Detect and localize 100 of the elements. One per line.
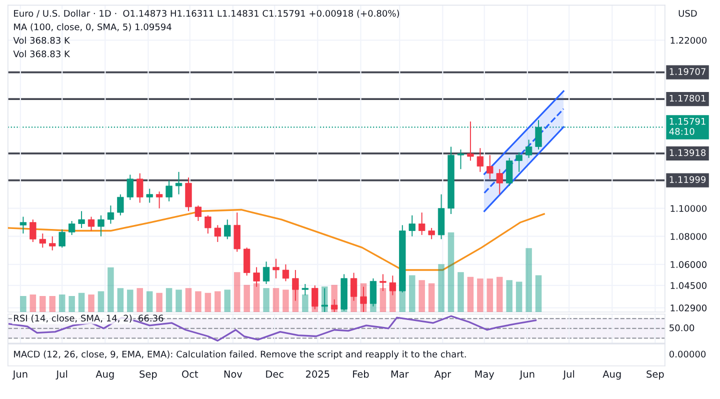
- candlestick: [194, 205, 202, 222]
- candlestick: [146, 188, 153, 204]
- y-tick-label: 1.10000: [670, 205, 707, 212]
- candlestick: [486, 154, 494, 180]
- candlestick: [49, 236, 56, 251]
- candlestick: [58, 228, 66, 248]
- candlestick: [214, 224, 221, 242]
- chart-title: Euro / U.S. Dollar · 1D ·: [14, 10, 116, 18]
- y-tick-label: 1.06000: [670, 261, 707, 268]
- bar: [272, 288, 280, 312]
- bar: [263, 288, 270, 312]
- candlestick: [185, 177, 192, 212]
- candlestick: [204, 214, 212, 234]
- bar: [30, 294, 36, 312]
- candlestick: [68, 220, 76, 236]
- candlestick: [272, 258, 280, 279]
- candlestick: [428, 227, 435, 240]
- bar: [195, 291, 202, 312]
- annotation: Vol 368.83 K: [13, 50, 70, 58]
- bar: [20, 296, 26, 312]
- bar: [408, 275, 416, 312]
- x-tick-label: Apr: [434, 370, 452, 380]
- y-tick-label: 1.22000: [670, 36, 707, 44]
- candlestick: [126, 174, 134, 200]
- chart-title: RSI (14, close, SMA, 14, 2): [14, 314, 132, 323]
- bar: [428, 283, 435, 312]
- candlestick: [156, 191, 163, 209]
- ref-line-label: 1.13918: [670, 149, 706, 156]
- bar: [535, 275, 542, 312]
- x-tick-label: 2025: [306, 370, 330, 378]
- bar: [214, 291, 221, 312]
- x-tick-label: Jun: [519, 370, 534, 380]
- x-tick-label: Nov: [224, 370, 242, 378]
- candlestick: [224, 219, 231, 240]
- annotation: MA (100, close, 0, SMA, 5) 1.09594: [14, 23, 172, 32]
- bar: [176, 290, 182, 312]
- bar: [136, 288, 143, 312]
- annotation: O1.14873 H1.16311 L1.14831 C1.15791 +0.00918 (+0.80%): [123, 10, 400, 18]
- candlestick: [496, 168, 503, 195]
- y-tick-label: 1.04500: [670, 282, 707, 289]
- candlestick: [107, 205, 114, 224]
- bar: [68, 296, 75, 312]
- candlestick: [117, 194, 124, 216]
- bar: [146, 291, 153, 312]
- bar: [127, 290, 134, 312]
- x-tick-label: Jun: [12, 370, 28, 380]
- bar: [108, 267, 114, 312]
- candlestick: [516, 152, 522, 172]
- candlestick: [136, 172, 144, 204]
- bar: [166, 288, 172, 312]
- bar: [224, 290, 231, 312]
- bar: [40, 296, 46, 312]
- x-tick-label: Jul: [56, 370, 68, 380]
- candlestick: [467, 120, 474, 162]
- x-tick-label: Sep: [646, 370, 664, 380]
- candlestick: [243, 247, 250, 276]
- bar: [98, 291, 104, 312]
- x-tick-label: Mar: [391, 370, 409, 378]
- bar: [49, 296, 56, 312]
- candlestick: [476, 148, 484, 172]
- candlestick: [166, 180, 172, 202]
- candlestick: [234, 212, 240, 252]
- x-tick-label: Aug: [602, 370, 621, 380]
- candlestick: [20, 216, 27, 234]
- bar: [486, 278, 494, 312]
- candlestick: [457, 149, 464, 170]
- bar: [458, 272, 464, 312]
- x-tick-label: Feb: [353, 370, 369, 378]
- text: 50.00: [670, 324, 694, 332]
- x-tick-label: Jul: [562, 370, 574, 380]
- bar: [78, 292, 85, 312]
- annotation: Vol 368.83 K: [13, 36, 70, 44]
- candlestick: [39, 233, 46, 248]
- candlestick: [282, 264, 290, 282]
- candlestick: [262, 261, 270, 284]
- ref-line-label: 1.11999: [670, 176, 706, 183]
- bar: [117, 288, 124, 312]
- bar: [526, 248, 532, 312]
- candlestick: [418, 212, 426, 236]
- bar: [185, 288, 192, 312]
- bar: [418, 280, 425, 312]
- y-tick-label: 1.02900: [670, 304, 707, 312]
- candlestick: [30, 219, 36, 242]
- bar: [496, 276, 503, 312]
- x-tick-label: Dec: [266, 370, 284, 378]
- candlestick: [98, 214, 104, 237]
- bar: [438, 264, 444, 312]
- bar: [88, 294, 94, 312]
- candlestick: [506, 157, 513, 186]
- bar: [156, 292, 162, 312]
- bar: [312, 288, 318, 312]
- bar: [204, 292, 212, 312]
- ref-line-label: 1.19707: [670, 68, 706, 75]
- candlestick: [525, 139, 532, 158]
- x-tick-label: May: [475, 370, 494, 380]
- bar: [516, 282, 522, 312]
- y-tick-label: 1.08000: [670, 233, 707, 240]
- bar: [244, 284, 250, 312]
- x-tick-label: Oct: [182, 370, 198, 378]
- annotation: 66.36: [138, 314, 164, 322]
